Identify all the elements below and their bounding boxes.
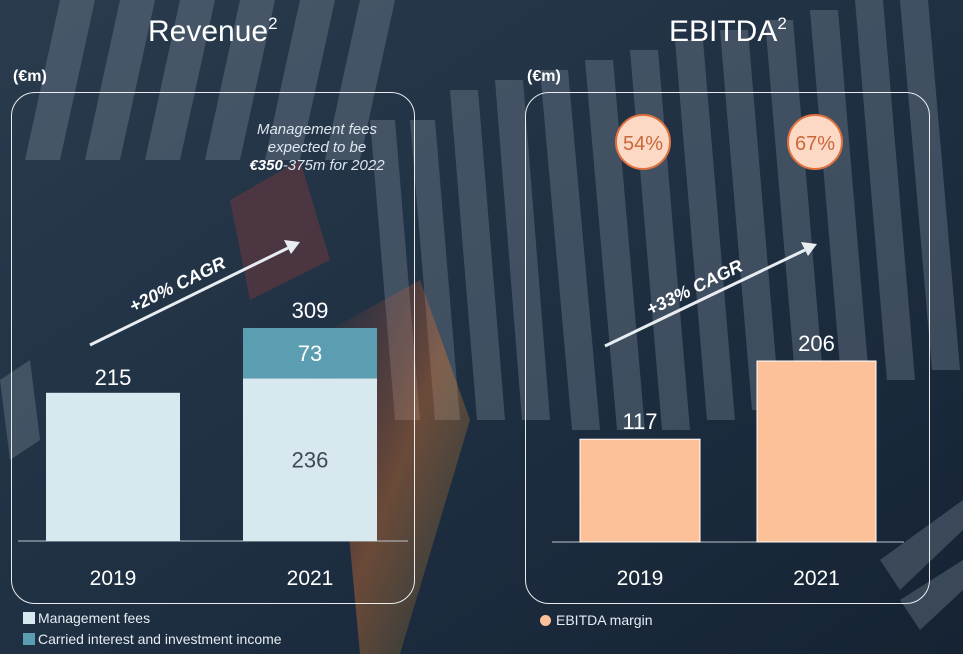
- ebitda-unit-label: (€m): [527, 68, 561, 85]
- revenue-unit-label: (€m): [13, 68, 47, 85]
- legend-ebitda-margin: EBITDA margin: [540, 612, 652, 628]
- ebitda-title-text: EBITDA: [669, 15, 778, 48]
- legend-management-fees: Management fees: [23, 610, 150, 626]
- management-fees-note: Management fees expected to be €350-375m…: [217, 121, 417, 175]
- legend-swatch-management-fees: [23, 612, 35, 624]
- legend-label-ebitda-margin: EBITDA margin: [556, 612, 653, 628]
- ebitda-panel: [525, 92, 930, 604]
- ebitda-footnote-mark: 2: [777, 14, 787, 33]
- revenue-title: Revenue2: [148, 14, 278, 49]
- legend-dot-ebitda-margin: [540, 615, 551, 626]
- revenue-panel: [11, 92, 415, 604]
- ebitda-title: EBITDA2: [669, 14, 787, 49]
- legend-label-management-fees: Management fees: [38, 610, 151, 626]
- note-line-2: expected to be: [267, 139, 367, 156]
- note-line-3: €350-375m for 2022: [217, 157, 417, 175]
- note-rest: -375m for 2022: [282, 157, 385, 174]
- legend-carried-interest: Carried interest and investment income: [23, 631, 282, 647]
- note-line-1: Management fees: [256, 121, 378, 138]
- revenue-footnote-mark: 2: [268, 14, 278, 33]
- legend-label-carried-interest: Carried interest and investment income: [38, 631, 282, 647]
- legend-swatch-carried-interest: [23, 633, 35, 645]
- note-bold-value: €350: [249, 157, 283, 174]
- revenue-title-text: Revenue: [148, 15, 269, 48]
